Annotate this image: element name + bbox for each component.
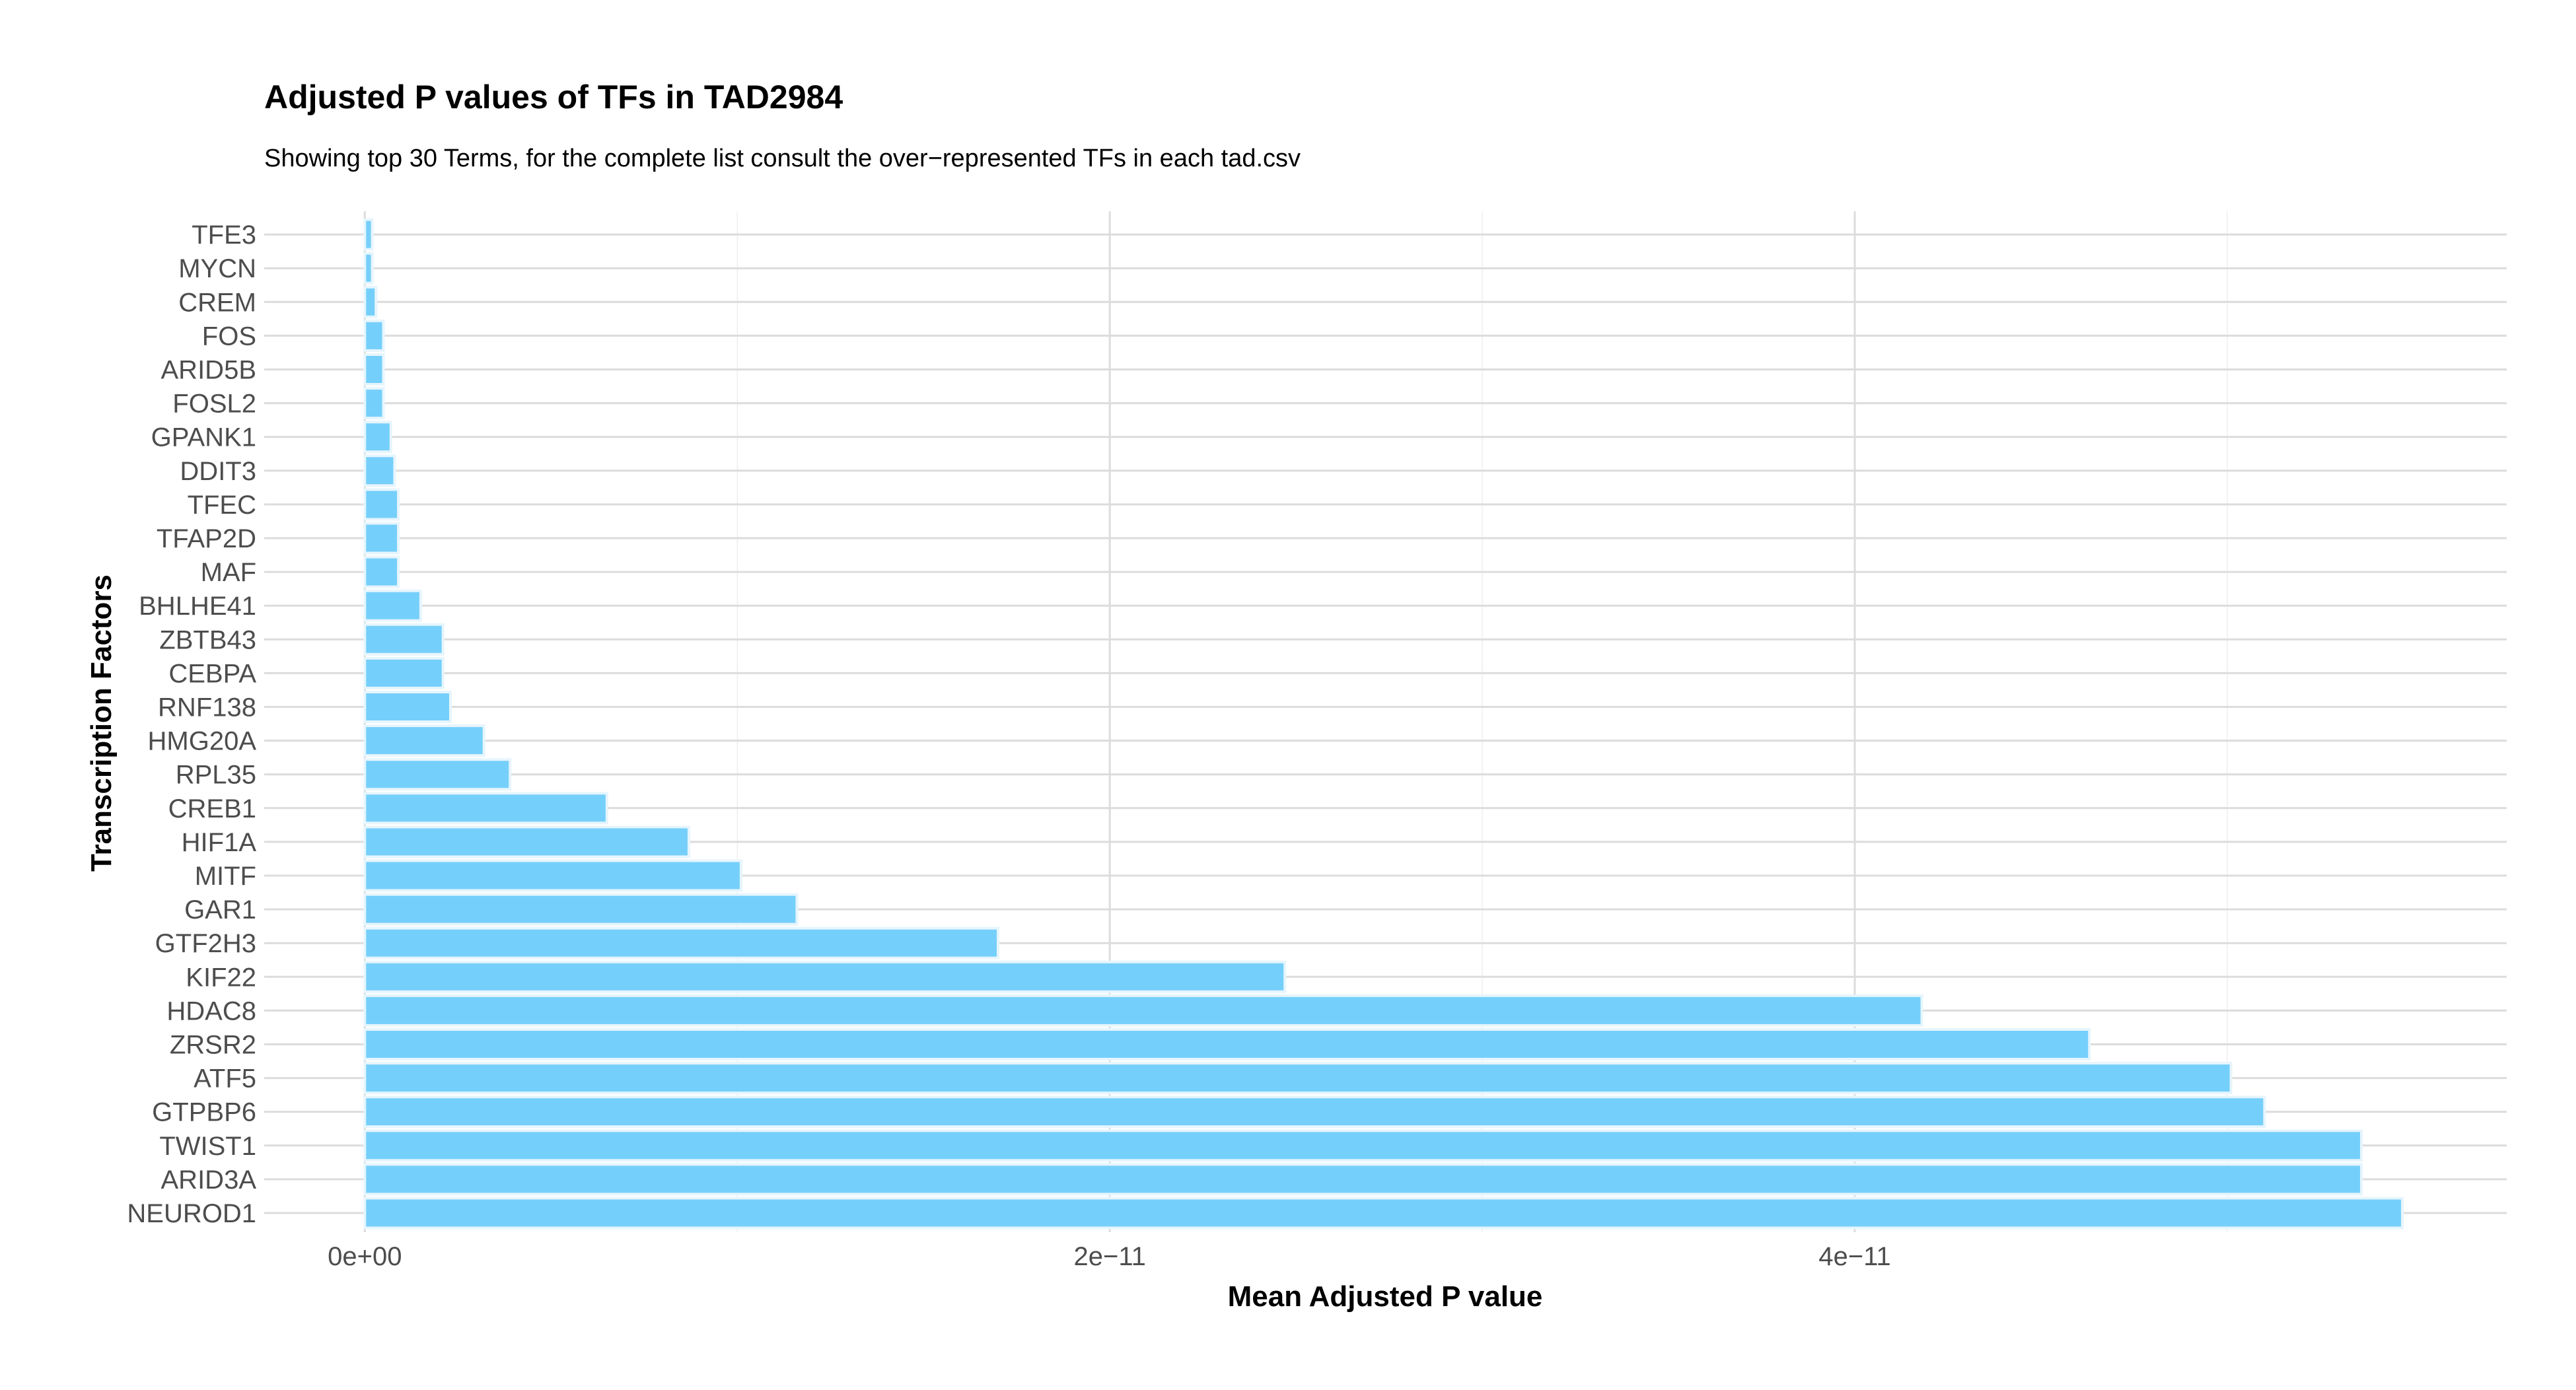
- bar-rpl35: [363, 758, 512, 791]
- bar-cebpa: [363, 656, 445, 689]
- bar-rnf138: [363, 691, 452, 723]
- bar-crem: [363, 285, 378, 318]
- y-tick-label: DDIT3: [180, 457, 256, 486]
- bar-arid3a: [363, 1163, 2363, 1196]
- y-tick-label: TWIST1: [159, 1132, 256, 1161]
- x-tick-label: 2e−11: [1073, 1242, 1145, 1271]
- y-tick-label: CREM: [178, 288, 256, 317]
- y-tick-label: BHLHE41: [139, 592, 256, 621]
- bar-zbtb43: [363, 623, 445, 656]
- x-tick-label: 0e+00: [328, 1242, 402, 1271]
- x-axis-title: Mean Adjusted P value: [1228, 1280, 1543, 1313]
- bar-atf5: [363, 1062, 2233, 1095]
- y-tick-label: GAR1: [184, 895, 256, 924]
- bar-tfec: [363, 488, 400, 521]
- y-tick-label: GPANK1: [151, 423, 256, 452]
- y-tick-label: GTF2H3: [155, 929, 256, 958]
- y-tick-label: ARID5B: [161, 356, 257, 385]
- bar-gar1: [363, 893, 799, 926]
- y-tick-label: KIF22: [186, 963, 256, 992]
- bar-layer: [363, 218, 2404, 1230]
- x-tick-label: 4e−11: [1818, 1242, 1890, 1271]
- y-tick-label: TFAP2D: [157, 524, 256, 553]
- chart-title: Adjusted P values of TFs in TAD2984: [264, 79, 843, 116]
- y-tick-label: GTPBP6: [152, 1098, 256, 1127]
- bar-fos: [363, 319, 385, 352]
- y-tick-label: ZBTB43: [159, 625, 256, 654]
- bar-bhlhe41: [363, 589, 422, 622]
- bar-twist1: [363, 1129, 2363, 1162]
- y-tick-label: TFE3: [192, 221, 256, 250]
- x-tick-labels: 0e+00 2e−11 4e−11: [328, 1242, 1891, 1271]
- bar-hif1a: [363, 825, 690, 858]
- bar-tfap2d: [363, 522, 400, 555]
- bar-creb1: [363, 792, 608, 825]
- y-tick-labels: NEUROD1 ARID3A TWIST1 GTPBP6 ATF5 ZRSR2 HDAC8 K…: [127, 221, 256, 1228]
- bar-mycn: [363, 252, 374, 285]
- bar-ddit3: [363, 454, 396, 487]
- y-tick-label: NEUROD1: [127, 1199, 256, 1228]
- bar-mitf: [363, 859, 742, 892]
- bar-hmg20a: [363, 724, 485, 757]
- bar-gpank1: [363, 421, 392, 454]
- y-axis-title: Transcription Factors: [85, 574, 118, 872]
- bar-arid5b: [363, 353, 385, 386]
- y-tick-label: FOSL2: [172, 390, 256, 419]
- bar-kif22: [363, 960, 1287, 993]
- bar-tfe3: [363, 218, 374, 251]
- y-tick-label: MAF: [201, 558, 256, 587]
- y-tick-label: MYCN: [178, 254, 256, 283]
- bar-maf: [363, 555, 400, 588]
- y-tick-label: FOS: [202, 322, 256, 351]
- y-tick-label: RPL35: [176, 761, 256, 790]
- y-tick-label: ARID3A: [161, 1165, 257, 1195]
- y-tick-label: RNF138: [158, 693, 256, 722]
- bar-gtpbp6: [363, 1095, 2266, 1129]
- bar-fosl2: [363, 387, 385, 420]
- y-tick-label: MITF: [195, 862, 256, 891]
- y-tick-label: ZRSR2: [170, 1031, 256, 1060]
- y-tick-label: CEBPA: [168, 659, 256, 688]
- y-tick-label: ATF5: [194, 1064, 256, 1094]
- y-tick-label: CREB1: [168, 794, 256, 823]
- bar-zrsr2: [363, 1028, 2091, 1060]
- bar-hdac8: [363, 994, 1923, 1027]
- bar-neurod1: [363, 1197, 2404, 1230]
- y-tick-label: TFEC: [188, 491, 256, 520]
- chart-subtitle: Showing top 30 Terms, for the complete l…: [264, 145, 1301, 172]
- y-tick-label: HMG20A: [148, 727, 257, 756]
- y-tick-label: HDAC8: [166, 996, 256, 1025]
- bar-gtf2h3: [363, 926, 999, 959]
- y-tick-label: HIF1A: [182, 828, 257, 857]
